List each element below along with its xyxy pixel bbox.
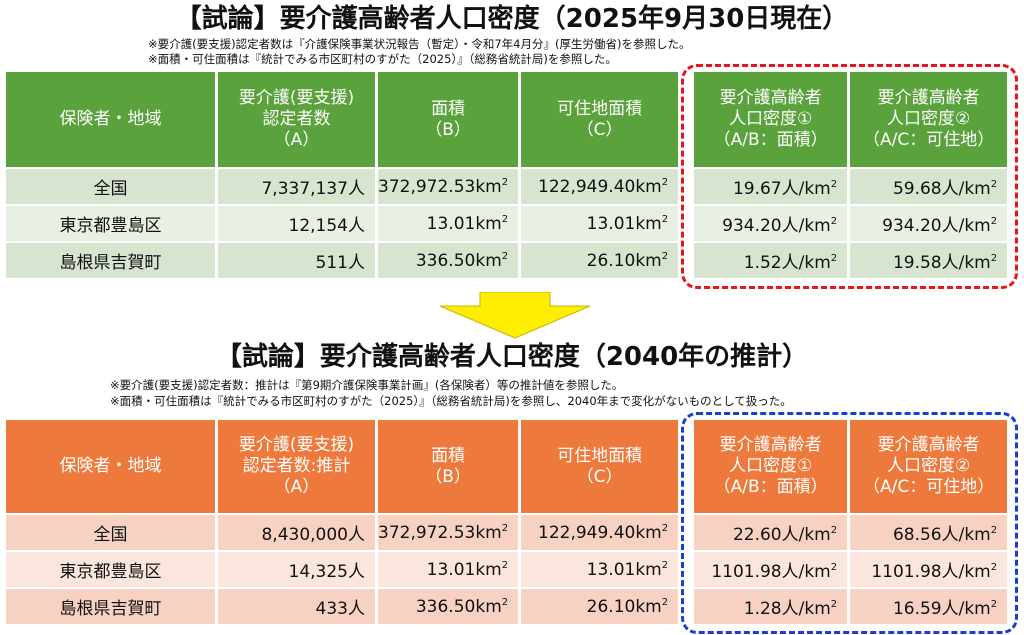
header-region: 保険者・地域 (6, 420, 215, 513)
table-row: 東京都豊島区 14,325人 13.01km2 13.01km2 1101.98… (6, 552, 1008, 587)
cell-area: 372,972.53km2 (378, 515, 519, 550)
header-habitable: 可住地面積 （C） (521, 72, 679, 167)
cell-density2: 1101.98人/km2 (850, 552, 1008, 587)
cell-certified: 14,325人 (218, 552, 375, 587)
header-certified: 要介護(要支援) 認定者数 （A） (218, 72, 375, 167)
cell-area: 13.01km2 (378, 552, 519, 587)
cell-habitable: 122,949.40km2 (521, 515, 679, 550)
header-density1: 要介護高齢者 人口密度① （A/B：面積） (694, 420, 848, 513)
cell-density1: 934.20人/km2 (694, 206, 848, 241)
header-density2: 要介護高齢者 人口密度② （A/C：可住地） (850, 72, 1008, 167)
cell-habitable: 13.01km2 (521, 206, 679, 241)
cell-region: 全国 (6, 515, 215, 550)
header-density1: 要介護高齢者 人口密度① （A/B：面積） (694, 72, 848, 167)
cell-habitable: 122,949.40km2 (521, 169, 679, 204)
cell-density1: 19.67人/km2 (694, 169, 848, 204)
cell-area: 372,972.53km2 (378, 169, 519, 204)
header-area: 面積 （B） (378, 72, 519, 167)
cell-region: 東京都豊島区 (6, 552, 215, 587)
section2-title: 【試論】要介護高齢者人口密度（2040年の推計） (215, 342, 809, 372)
cell-density2: 19.58人/km2 (850, 243, 1008, 278)
header-region: 保険者・地域 (6, 72, 215, 167)
cell-habitable: 13.01km2 (521, 552, 679, 587)
header-habitable: 可住地面積 （C） (521, 420, 679, 513)
section2-note-2: ※面積・可住面積は『統計でみる市区町村のすがた（2025）』（総務省統計局)を参… (110, 394, 792, 408)
table-2040: 保険者・地域 要介護(要支援) 認定者数:推計 （A） 面積 （B） 可住地面積 （C）… (3, 418, 1010, 626)
cell-certified: 7,337,137人 (218, 169, 375, 204)
cell-density2: 68.56人/km2 (850, 515, 1008, 550)
highlight-box-2025 (681, 64, 1018, 289)
cell-area: 336.50km2 (378, 589, 519, 624)
cell-habitable: 26.10km2 (521, 243, 679, 278)
cell-region: 東京都豊島区 (6, 206, 215, 241)
cell-density1: 1.52人/km2 (694, 243, 848, 278)
header-density2: 要介護高齢者 人口密度② （A/C：可住地） (850, 420, 1008, 513)
header-area: 面積 （B） (378, 420, 519, 513)
section1-title: 【試論】要介護高齢者人口密度（2025年9月30日現在） (175, 4, 849, 34)
section1-note-1: ※要介護(要支援)認定者数は『介護保険事業状況報告（暫定）・令和7年4月分』(厚… (148, 37, 691, 51)
cell-density2: 16.59人/km2 (850, 589, 1008, 624)
cell-region: 島根県吉賀町 (6, 589, 215, 624)
cell-certified: 12,154人 (218, 206, 375, 241)
table-2025: 保険者・地域 要介護(要支援) 認定者数 （A） 面積 （B） 可住地面積 （C） 要介… (3, 70, 1010, 280)
cell-density2: 934.20人/km2 (850, 206, 1008, 241)
section2-note-1: ※要介護(要支援)認定者数：推計は『第9期介護保険事業計画』(各保険者）等の推計… (110, 378, 624, 392)
table-row: 全国 7,337,137人 372,972.53km2 122,949.40km… (6, 169, 1008, 204)
cell-density1: 22.60人/km2 (694, 515, 848, 550)
table-row: 全国 8,430,000人 372,972.53km2 122,949.40km… (6, 515, 1008, 550)
cell-habitable: 26.10km2 (521, 589, 679, 624)
cell-density1: 1101.98人/km2 (694, 552, 848, 587)
header-certified: 要介護(要支援) 認定者数:推計 （A） (218, 420, 375, 513)
cell-region: 島根県吉賀町 (6, 243, 215, 278)
cell-density1: 1.28人/km2 (694, 589, 848, 624)
section1-note-2: ※面積・可住面積は『統計でみる市区町村のすがた（2025）』（総務省統計局)を参… (148, 52, 617, 66)
table-row: 島根県吉賀町 433人 336.50km2 26.10km2 1.28人/km2… (6, 589, 1008, 624)
table-row: 島根県吉賀町 511人 336.50km2 26.10km2 1.52人/km2… (6, 243, 1008, 278)
cell-area: 13.01km2 (378, 206, 519, 241)
cell-certified: 8,430,000人 (218, 515, 375, 550)
cell-region: 全国 (6, 169, 215, 204)
cell-certified: 433人 (218, 589, 375, 624)
cell-certified: 511人 (218, 243, 375, 278)
cell-area: 336.50km2 (378, 243, 519, 278)
highlight-box-2040 (681, 412, 1018, 634)
down-arrow-icon (439, 292, 591, 339)
cell-density2: 59.68人/km2 (850, 169, 1008, 204)
table-row: 東京都豊島区 12,154人 13.01km2 13.01km2 934.20人… (6, 206, 1008, 241)
